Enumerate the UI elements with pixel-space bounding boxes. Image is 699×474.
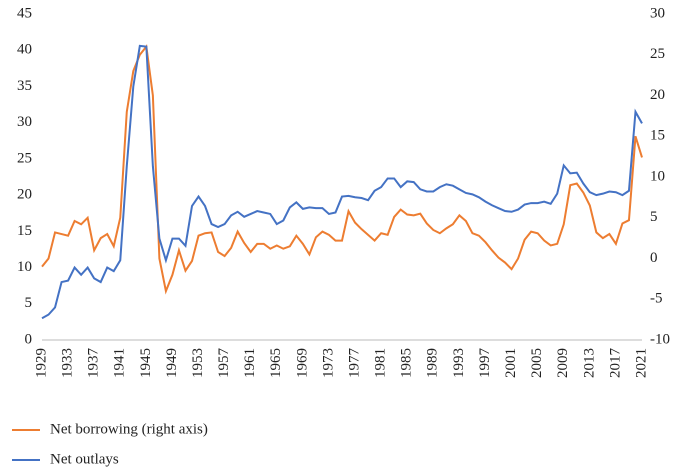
y2-tick-label: 20 [650,87,665,103]
x-tick-label: 1961 [242,348,258,378]
x-tick-label: 1985 [399,348,415,378]
x-tick-label: 1945 [138,348,154,378]
legend-label: Net outlays [50,451,119,467]
x-tick-label: 2009 [555,348,571,378]
y2-tick-label: 25 [650,46,665,62]
x-tick-label: 2005 [529,348,545,378]
y2-tick-label: -5 [650,291,663,307]
y2-tick-label: 30 [650,5,665,21]
y-tick-label: 0 [25,331,33,347]
y2-tick-label: 10 [650,168,665,184]
series-line [41,44,643,295]
x-tick-label: 1937 [86,348,102,379]
y-tick-label: 10 [17,259,32,275]
y2-tick-label: 0 [650,250,658,266]
x-tick-label: 1953 [190,348,206,378]
x-tick-label: 1973 [320,348,336,378]
x-tick-label: 1957 [216,348,232,379]
x-tick-label: 1941 [112,348,128,378]
x-tick-label: 1997 [477,348,493,379]
x-tick-label: 1949 [164,348,180,378]
y2-tick-label: 15 [650,128,665,144]
x-tick-label: 1977 [346,348,362,379]
x-tick-label: 2001 [503,348,519,378]
x-tick-label: 1965 [268,348,284,378]
series-line [41,44,643,320]
y-tick-label: 15 [17,223,32,239]
y-tick-label: 25 [17,150,32,166]
y-tick-label: 40 [17,42,32,58]
x-tick-label: 2017 [607,348,623,379]
x-tick-label: 1981 [373,348,389,378]
x-tick-label: 2021 [633,348,649,378]
x-tick-label: 2013 [581,348,597,378]
x-tick-label: 1993 [451,348,467,378]
x-tick-label: 1969 [294,348,310,378]
y-tick-label: 20 [17,187,32,203]
x-tick-label: 1933 [60,348,76,378]
y-tick-label: 45 [17,5,32,21]
y-tick-label: 30 [17,114,32,130]
x-tick-label: 1989 [425,348,441,378]
y2-tick-label: 5 [650,209,658,225]
x-tick-label: 1929 [33,348,49,378]
legend-label: Net borrowing (right axis) [50,421,208,437]
y-tick-label: 5 [25,295,33,311]
y2-tick-label: -10 [650,331,670,347]
y-tick-label: 35 [17,78,32,94]
